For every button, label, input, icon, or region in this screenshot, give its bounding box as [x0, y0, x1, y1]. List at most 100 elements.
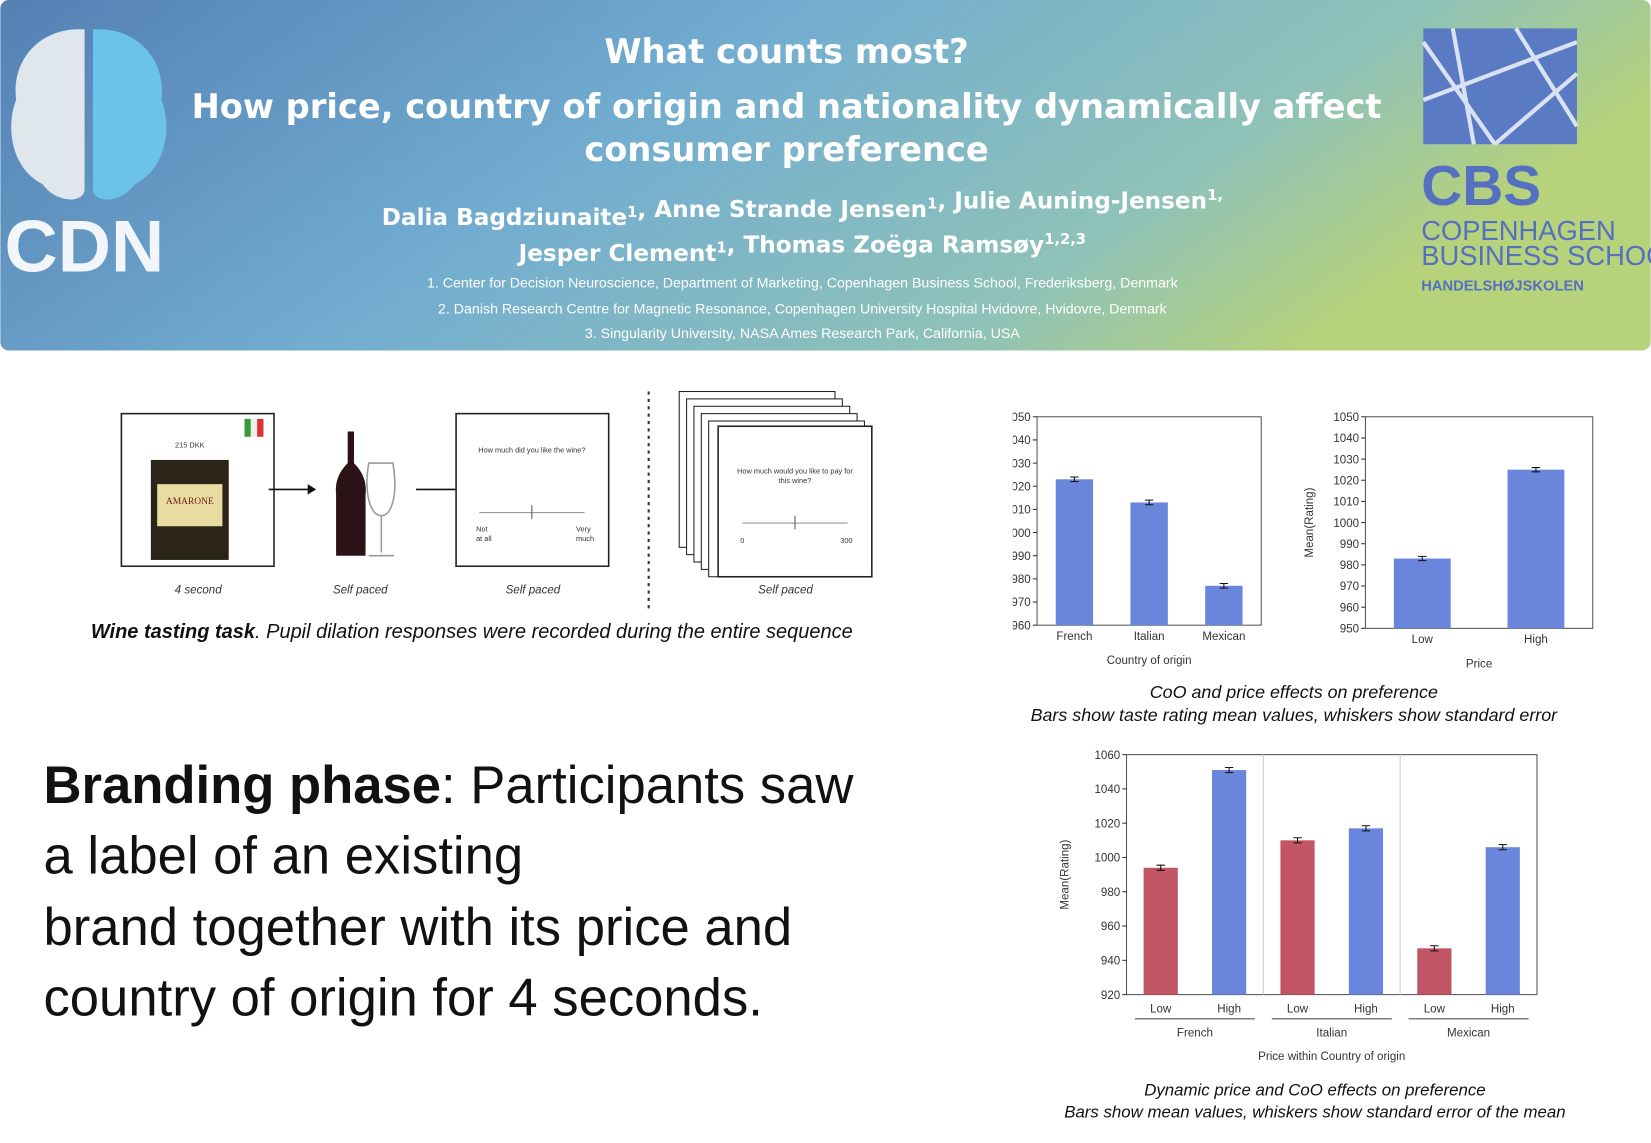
bar [1055, 479, 1094, 626]
branding-line: brand together with its price and [44, 898, 793, 957]
y-tick-label: 950 [1340, 624, 1359, 636]
y-tick-label: 980 [1101, 887, 1120, 899]
wine-label-text: AMARONE [166, 497, 214, 507]
y-tick-label: 1040 [1005, 435, 1031, 447]
header-band [0, 0, 1651, 351]
x-axis-label: Price within Country of origin [1258, 1051, 1405, 1063]
scale-label: much [576, 534, 594, 543]
error-bar [1144, 499, 1154, 506]
cbs-mark-lines [1421, 27, 1579, 146]
question: How much did you like the wine? [478, 446, 585, 455]
question: How much would you like to pay for [737, 467, 853, 476]
caption-text: . Pupil dilation responses were recorded… [255, 621, 853, 643]
bar [1280, 840, 1315, 995]
error-bar [1219, 582, 1229, 589]
bar [1212, 770, 1247, 995]
bar [1143, 867, 1178, 995]
task-caption: Wine tasting task. Pupil dilation respon… [91, 621, 853, 643]
error-bar [1361, 825, 1371, 832]
y-tick-label: 1020 [1094, 818, 1120, 830]
y-tick-label: 1040 [1094, 784, 1120, 796]
x-sub-label: Low [1287, 1003, 1309, 1015]
y-tick-label: 960 [1340, 602, 1359, 614]
affiliation: 1. Center for Decision Neuroscience, Dep… [427, 275, 1179, 291]
y-axis-label: Mean(Rating) [1060, 839, 1072, 909]
glass [366, 462, 396, 557]
x-group-label: Mexican [1447, 1028, 1490, 1040]
plot-frame [1125, 754, 1538, 996]
x-group-label: French [1177, 1028, 1213, 1040]
author-name: Jesper Clement [517, 241, 717, 267]
error-bar [1430, 945, 1439, 952]
y-tick-label: 1060 [1094, 750, 1120, 762]
authors: Dalia Bagdziunaite1, Anne Strande Jensen… [382, 187, 1223, 267]
bar [1130, 502, 1168, 626]
error-bar [1498, 844, 1507, 851]
x-sub-label: High [1354, 1003, 1378, 1015]
price-text: 215 DKK [175, 440, 205, 449]
bar [1485, 847, 1520, 995]
author-sup: 1, [1207, 187, 1223, 204]
affiliation: 2. Danish Research Centre for Magnetic R… [438, 302, 1168, 318]
x-sub-label: High [1491, 1003, 1515, 1015]
author-sup: 1 [627, 204, 637, 221]
x-axis-label: Country of origin [1107, 655, 1192, 667]
y-tick-label: 960 [1011, 620, 1030, 632]
x-sub-label: Low [1150, 1003, 1172, 1015]
step-label: Self paced [506, 585, 561, 597]
branding-text: : Participants saw [441, 756, 854, 815]
flag [244, 418, 251, 437]
x-sub-label: High [1217, 1003, 1241, 1015]
bar-chart: 960 970 980 990 1000 1010 1020 1030 1040 1050 Fren… [1005, 412, 1262, 667]
y-tick-label: 1000 [1333, 518, 1359, 530]
y-tick-label: 980 [1340, 560, 1359, 572]
bar [1393, 558, 1451, 629]
y-tick-label: 1050 [1005, 412, 1031, 424]
y-tick-label: 970 [1340, 581, 1359, 593]
bar [1507, 469, 1565, 629]
bottle [335, 431, 366, 556]
y-tick-label: 1050 [1333, 412, 1359, 424]
branding-term: Branding phase [44, 756, 442, 815]
author-line: Jesper Clement1, Thomas Zoëga Ramsøy1,2,… [517, 231, 1086, 267]
bar [1348, 828, 1384, 995]
bar [1205, 585, 1243, 626]
branding-line: Branding phase: Participants saw [44, 756, 855, 815]
error-bar [1531, 467, 1541, 473]
arrowhead [307, 484, 317, 495]
y-tick-label: 960 [1101, 921, 1120, 933]
author-sup: 1,2,3 [1044, 231, 1086, 248]
y-tick-label: 970 [1011, 597, 1030, 609]
scale-label: Very [576, 525, 591, 534]
bar-chart: 920 940 960 980 1000 1020 1040 1060 Low High Frenc… [1060, 750, 1538, 1063]
task-figure: 215 DKK AMARONE How much did you like th… [91, 390, 873, 643]
y-tick-label: 990 [1340, 539, 1359, 551]
chart-caption: CoO and price effects on preference [1150, 682, 1438, 702]
author-sup: 1 [927, 195, 937, 212]
step-label: Self paced [333, 585, 388, 597]
x-tick-label: Italian [1134, 631, 1165, 643]
y-tick-label: 920 [1101, 990, 1120, 1002]
author-name: , Anne Strande Jensen [637, 197, 927, 223]
subtitle: How price, country of origin and nationa… [192, 87, 1382, 126]
question: this wine? [779, 476, 812, 485]
author-name: , Thomas Zoëga Ramsøy [727, 233, 1044, 259]
subtitle: consumer preference [584, 130, 988, 169]
flag [250, 418, 258, 437]
y-tick-label: 1020 [1005, 481, 1031, 493]
bar-chart: 950 960 970 980 990 1000 1010 1020 1030 1040 1050 L… [1304, 412, 1594, 670]
error-bar [1418, 555, 1427, 562]
branding-line: country of origin for 4 seconds. [44, 969, 763, 1028]
scale-label: 0 [740, 536, 744, 545]
x-group-label: Italian [1316, 1028, 1347, 1040]
y-tick-label: 1030 [1333, 454, 1359, 466]
affiliation: 3. Singularity University, NASA Ames Res… [585, 326, 1021, 342]
x-tick-label: Mexican [1202, 631, 1245, 643]
author-sup: 1 [716, 240, 726, 257]
scale-label: at all [476, 534, 492, 543]
flag [257, 418, 264, 437]
cbs-small: HANDELSHØJSKOLEN [1421, 278, 1584, 294]
scale-label: Not [476, 525, 487, 534]
y-axis-label: Mean(Rating) [1304, 487, 1316, 557]
